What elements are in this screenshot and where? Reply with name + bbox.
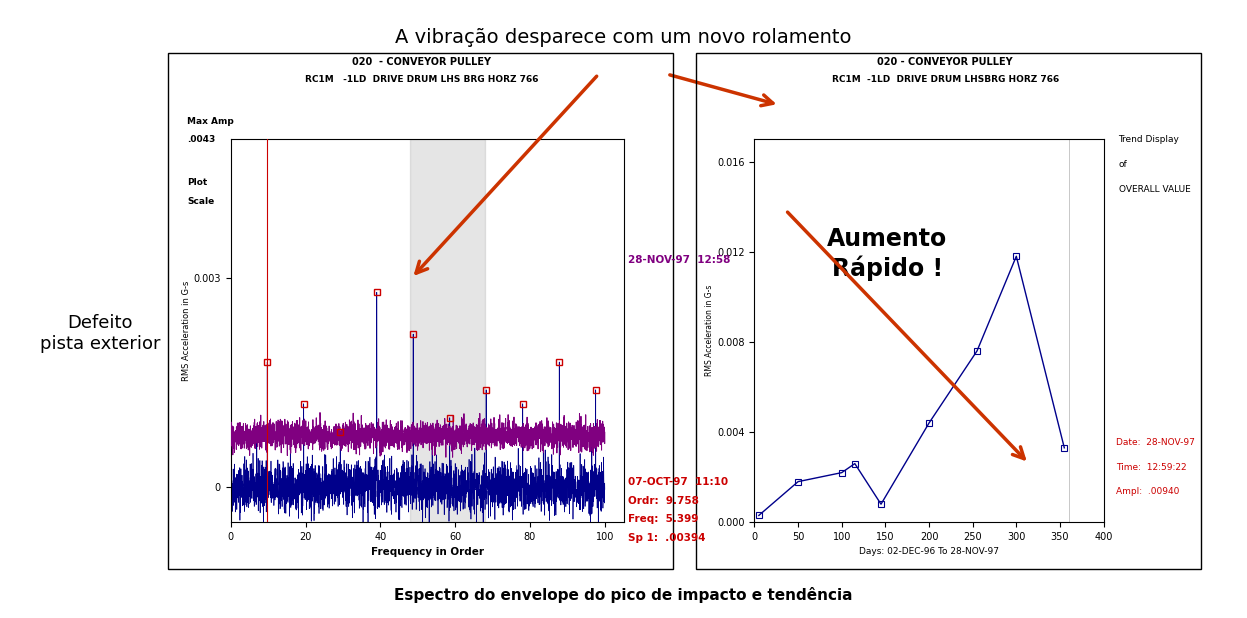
X-axis label: Days: 02-DEC-96 To 28-NOV-97: Days: 02-DEC-96 To 28-NOV-97 (859, 548, 999, 556)
Text: RC1M   -1LD  DRIVE DRUM LHS BRG HORZ 766: RC1M -1LD DRIVE DRUM LHS BRG HORZ 766 (304, 75, 539, 83)
Text: Ampl:  .00940: Ampl: .00940 (1116, 488, 1180, 496)
Text: 28-NOV-97  12:58: 28-NOV-97 12:58 (628, 255, 731, 265)
Text: Defeito
pista exterior: Defeito pista exterior (40, 315, 160, 353)
Text: 020 - CONVEYOR PULLEY: 020 - CONVEYOR PULLEY (878, 57, 1013, 67)
X-axis label: Frequency in Order: Frequency in Order (370, 548, 484, 557)
Text: Max Amp: Max Amp (187, 117, 233, 125)
Y-axis label: RMS Acceleration in G-s: RMS Acceleration in G-s (706, 285, 715, 376)
Text: Sp 1:  .00394: Sp 1: .00394 (628, 533, 706, 543)
Text: Plot: Plot (187, 179, 207, 187)
Text: Date:  28-NOV-97: Date: 28-NOV-97 (1116, 438, 1195, 447)
Text: .0043: .0043 (187, 135, 216, 144)
Text: Aumento
Rápido !: Aumento Rápido ! (827, 227, 948, 281)
Text: Espectro do envelope do pico de impacto e tendência: Espectro do envelope do pico de impacto … (394, 586, 853, 603)
Text: A vibração desparece com um novo rolamento: A vibração desparece com um novo rolamen… (395, 28, 852, 47)
Y-axis label: RMS Acceleration in G-s: RMS Acceleration in G-s (182, 281, 191, 381)
Text: of: of (1119, 160, 1127, 169)
Text: 07-OCT-97  11:10: 07-OCT-97 11:10 (628, 477, 728, 487)
Text: Ordr:  9.758: Ordr: 9.758 (628, 496, 700, 506)
Text: Freq:  5.399: Freq: 5.399 (628, 514, 698, 524)
Text: Time:  12:59:22: Time: 12:59:22 (1116, 463, 1187, 472)
Text: Scale: Scale (187, 197, 214, 206)
Text: OVERALL VALUE: OVERALL VALUE (1119, 185, 1191, 193)
Bar (410, 139, 485, 522)
Text: Trend Display: Trend Display (1119, 135, 1180, 144)
Text: RC1M  -1LD  DRIVE DRUM LHSBRG HORZ 766: RC1M -1LD DRIVE DRUM LHSBRG HORZ 766 (832, 75, 1059, 83)
Text: 020  - CONVEYOR PULLEY: 020 - CONVEYOR PULLEY (352, 57, 491, 67)
